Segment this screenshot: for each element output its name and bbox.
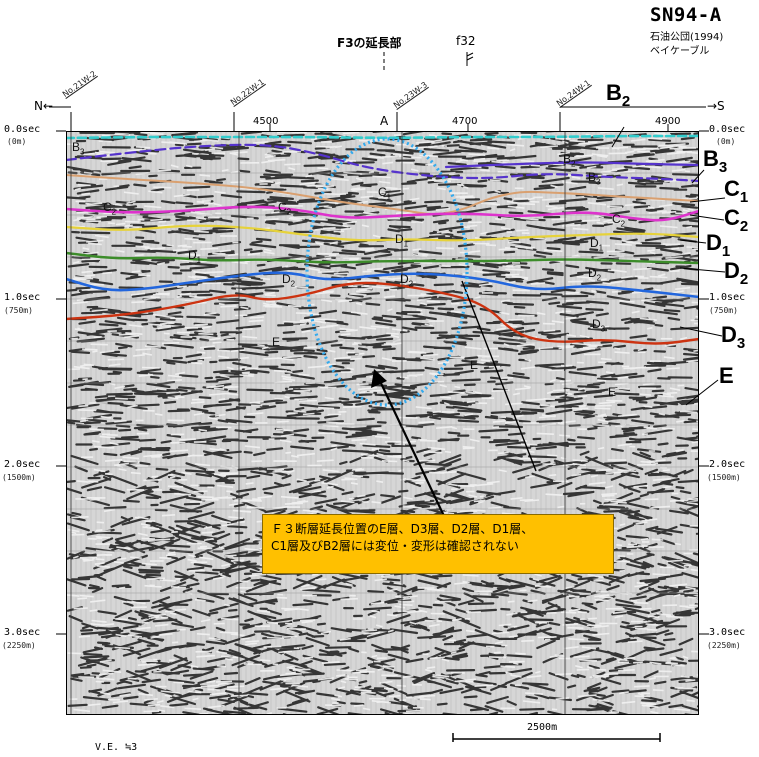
left-axis-depth-0: (0m) xyxy=(7,137,27,146)
fault-extension-label: F3の延長部 xyxy=(337,36,402,50)
right-axis-depth-1: (750m) xyxy=(709,306,738,315)
fault-markers xyxy=(383,52,474,72)
section-frame xyxy=(66,131,699,715)
layer-label-b3: B3 xyxy=(703,146,728,176)
north-direction-label: N← xyxy=(34,99,54,113)
right-axis-depth-2: (1500m) xyxy=(707,473,741,482)
layer-label-d3: D3 xyxy=(721,322,746,352)
scale-bar-label: 2500m xyxy=(527,722,558,733)
seismic-profile-svg xyxy=(66,131,699,715)
hz-label-c2-left: C2 xyxy=(103,200,117,217)
hz-label-c2-right: C2 xyxy=(612,212,626,229)
horizon-c1 xyxy=(66,174,699,215)
shot-point-4700: 4700 xyxy=(452,116,478,127)
callout-arrow xyxy=(378,378,445,517)
hz-label-e-left: E xyxy=(272,335,281,349)
hz-label-c1-mid: C1 xyxy=(378,185,392,202)
hz-label-c2-mid: C2 xyxy=(278,200,292,217)
left-axis-time-1: 1.0sec xyxy=(4,292,41,303)
shot-point-4900: 4900 xyxy=(655,116,681,127)
right-axis-time-1: 1.0sec xyxy=(709,292,746,303)
hz-label-b3-right: B3 xyxy=(588,170,601,187)
horizon-e xyxy=(66,281,699,345)
hz-label-d3-right: D3 xyxy=(592,317,606,334)
seismic-section xyxy=(66,131,699,715)
horizon-b3-east xyxy=(444,161,699,169)
hz-label-d1-right: D1 xyxy=(590,236,604,253)
marker-a-label: A xyxy=(380,114,389,128)
right-axis-depth-3: (2250m) xyxy=(707,641,741,650)
layer-label-d2: D2 xyxy=(724,258,749,288)
left-axis-time-0: 0.0sec xyxy=(4,124,41,135)
fault-line xyxy=(461,280,537,472)
right-axis-time-0: 0.0sec xyxy=(709,124,746,135)
hz-label-e-mid: E xyxy=(470,358,479,372)
callout-line-2: C1層及びB2層には変位・変形は確認されない xyxy=(271,539,519,553)
left-axis-time-3: 3.0sec xyxy=(4,627,41,638)
layer-label-d1: D1 xyxy=(706,230,731,260)
horizon-c2 xyxy=(66,205,699,222)
horizon-d3 xyxy=(66,271,699,299)
right-axis-depth-0: (0m) xyxy=(716,137,736,146)
layer-label-e: E xyxy=(719,363,734,388)
scale-bar xyxy=(452,733,661,742)
horizon-b3 xyxy=(66,143,699,183)
layer-label-c2: C2 xyxy=(724,205,749,235)
vertical-exaggeration-label: V.E. ≒3 xyxy=(95,742,138,753)
right-axis-time-3: 3.0sec xyxy=(709,627,746,638)
right-axis-time-2: 2.0sec xyxy=(709,459,746,470)
hz-label-b2-right: B2 xyxy=(563,152,576,169)
source-label: 石油公団(1994) xyxy=(650,32,724,43)
callout-arrowhead xyxy=(371,369,387,388)
hz-label-d1-mid: D1 xyxy=(395,232,409,249)
callout-line-1: Ｆ３断層延長位置のE層、D3層、D2層、D1層、 xyxy=(271,522,534,536)
trough-events xyxy=(66,131,699,715)
horizon-b2 xyxy=(66,134,699,140)
left-axis-depth-3: (2250m) xyxy=(2,641,36,650)
hz-label-d1-left: D1 xyxy=(188,248,202,265)
annotation-callout: Ｆ３断層延長位置のE層、D3層、D2層、D1層、 C1層及びB2層には変位・変形… xyxy=(262,514,614,574)
hz-label-d2-left: D2 xyxy=(282,272,296,289)
layer-label-c1: C1 xyxy=(724,176,749,206)
shot-point-4500: 4500 xyxy=(253,116,279,127)
hz-label-d2-right: D2 xyxy=(588,266,602,283)
hz-label-b3-left: B3 xyxy=(72,140,85,157)
hz-label-e-right: E xyxy=(608,385,617,399)
credit-label: ベイケーブル xyxy=(650,46,710,57)
left-axis-time-2: 2.0sec xyxy=(4,459,41,470)
hz-label-d2-mid: D2 xyxy=(400,272,414,289)
line-id-title: SN94-A xyxy=(650,4,722,26)
horizon-d1 xyxy=(66,224,699,242)
south-direction-label: →S xyxy=(707,99,725,113)
layer-label-b2: B2 xyxy=(606,80,631,110)
left-axis-depth-2: (1500m) xyxy=(2,473,36,482)
fault-f32-label: f32 xyxy=(456,34,476,48)
horizon-d2 xyxy=(66,251,699,265)
left-axis-depth-1: (750m) xyxy=(4,306,33,315)
f3-extension-ellipse xyxy=(305,137,469,407)
